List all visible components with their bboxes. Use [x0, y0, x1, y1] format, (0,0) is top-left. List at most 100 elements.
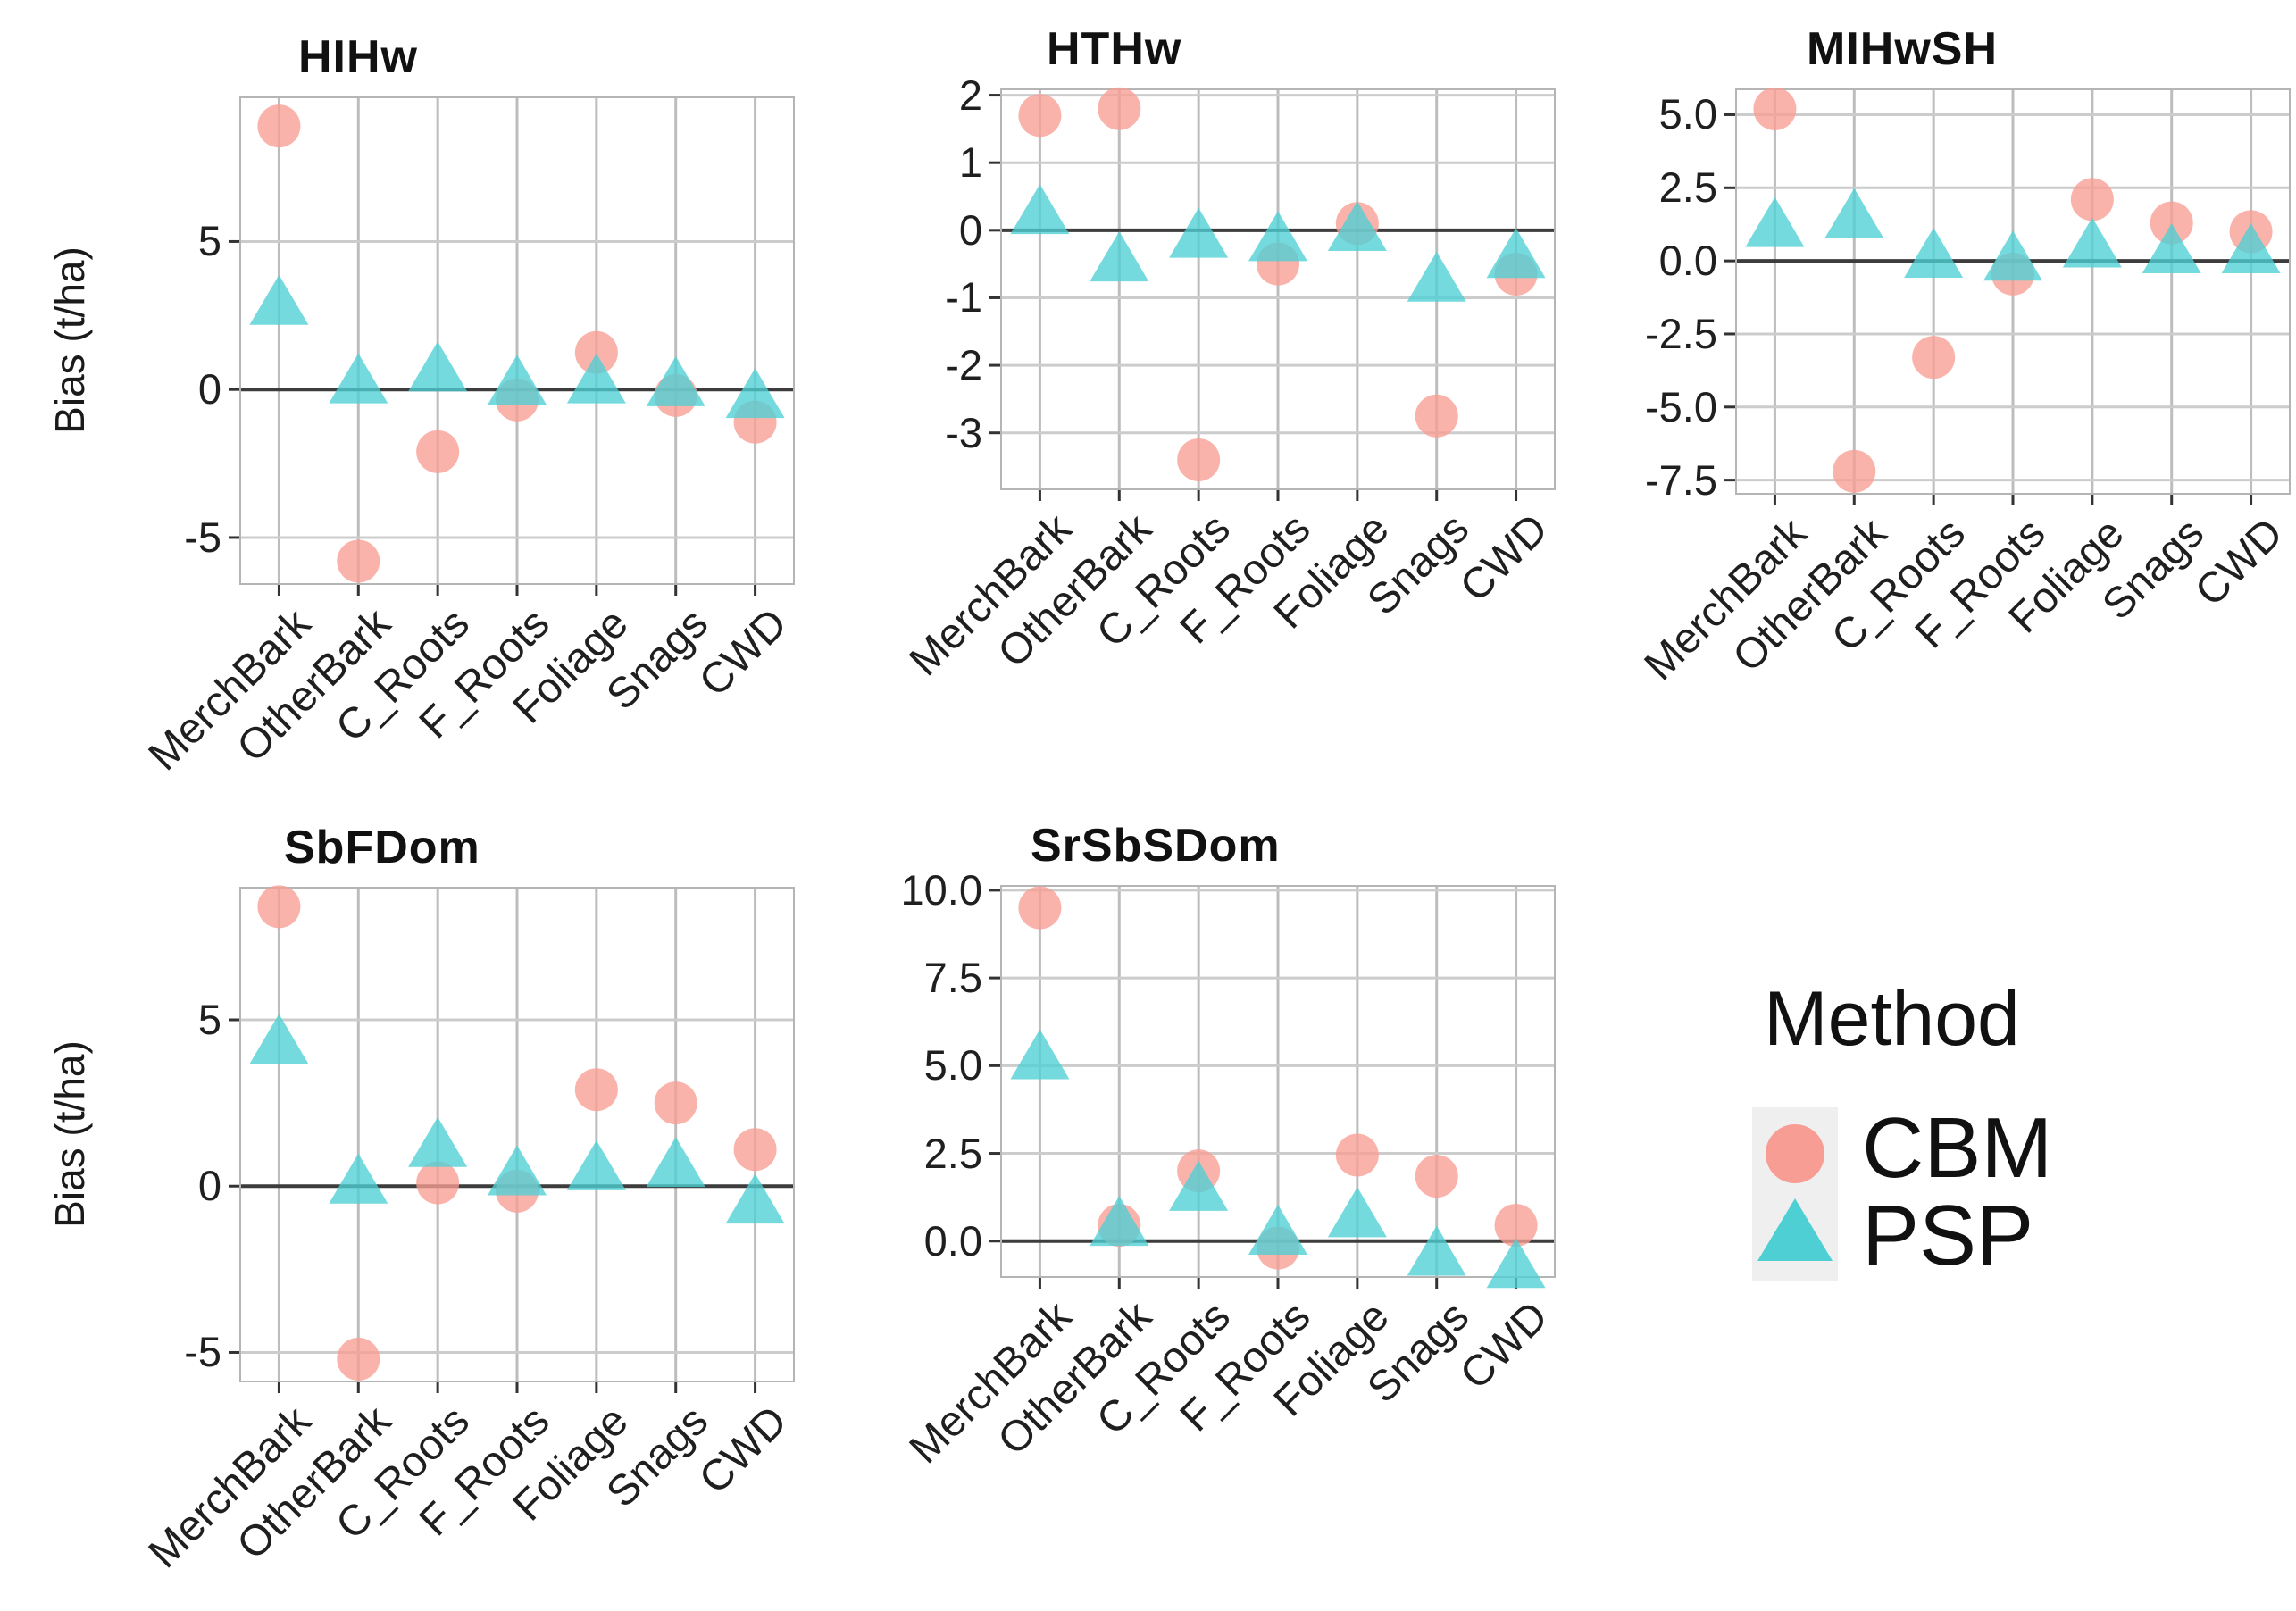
data-point-cbm [574, 330, 618, 374]
data-point-psp [249, 274, 309, 325]
panel-frame [1000, 885, 1556, 1278]
data-point-cbm [257, 104, 301, 148]
data-point-cbm [1833, 449, 1876, 493]
data-point-psp [566, 1139, 626, 1190]
x-tick-label: MerchBark [1635, 509, 1816, 690]
data-point-cbm [1257, 242, 1299, 286]
data-point-cbm [1753, 87, 1797, 130]
x-tick-label: C_Roots [327, 599, 480, 752]
data-point-cbm [1177, 438, 1221, 481]
legend-item-psp: PSP [1862, 1188, 2034, 1283]
panel-frame [239, 887, 795, 1382]
data-point-psp [1010, 1029, 1070, 1080]
data-point-psp [646, 1137, 705, 1188]
data-point-cbm [654, 1081, 697, 1125]
data-point-psp [1169, 1160, 1229, 1211]
data-point-cbm [1335, 1133, 1379, 1177]
x-tick-label: OtherBark [228, 1397, 400, 1569]
x-tick-label: CWD [1451, 505, 1557, 612]
plot-area-SbFDom [229, 885, 795, 1393]
data-point-cbm [257, 885, 301, 929]
data-point-cbm [337, 1337, 380, 1381]
data-point-psp [1010, 184, 1070, 235]
data-point-cbm [574, 1068, 618, 1112]
data-point-psp [249, 1014, 309, 1064]
data-point-cbm [1098, 87, 1141, 130]
data-point-psp [488, 1145, 547, 1196]
data-point-psp [725, 1173, 785, 1224]
panel-hthw: HTHw 2 1 0 -1 -2 -3 MerchBark OtherBark C_Roots F… [36, 14, 2260, 1597]
plot-area-MIHwSH [1724, 87, 2291, 505]
x-tick-label: F_Roots [410, 599, 559, 748]
data-point-psp [1824, 188, 1884, 238]
x-tick-label: CWD [2186, 509, 2292, 616]
y-tick-label: 2 [958, 71, 982, 119]
data-point-cbm [654, 373, 697, 417]
data-point-psp [408, 341, 468, 392]
x-tick-label: Snags [2093, 509, 2213, 630]
x-tick-label: MerchBark [139, 599, 321, 780]
data-point-cbm [2070, 178, 2114, 221]
data-point-psp [329, 1153, 388, 1204]
y-tick-label: -2 [945, 341, 982, 389]
panel-title: SrSbSDom [1031, 820, 1281, 872]
legend-key [1752, 1107, 1838, 1281]
data-point-cbm [1912, 336, 1956, 380]
x-tick-label: Snags [1358, 1292, 1478, 1413]
panel-title: HTHw [1047, 23, 1182, 75]
data-point-cbm [337, 539, 380, 583]
panel-hihw: HIHw Bias (t/ha) 5 0 -5 MerchBark OtherBark C… [36, 14, 2260, 1597]
data-point-cbm [1335, 202, 1379, 246]
x-tick-label: C_Roots [1088, 505, 1240, 657]
legend-title: Method [1764, 976, 2020, 1062]
data-point-psp [329, 353, 388, 404]
x-tick-label: Foliage [1265, 1292, 1398, 1426]
data-point-psp [1486, 228, 1546, 279]
data-point-cbm [1018, 886, 1062, 930]
data-point-psp [1248, 1204, 1307, 1255]
x-tick-label: C_Roots [1823, 509, 1975, 662]
panel-frame [1735, 88, 2291, 495]
y-tick-label: 5 [197, 995, 221, 1043]
legend-marker-cbm-circle-icon [1766, 1124, 1824, 1183]
data-point-cbm [733, 400, 777, 444]
x-tick-label: CWD [690, 1397, 797, 1504]
y-tick-label: -7.5 [1645, 455, 1717, 504]
data-point-psp [566, 353, 626, 404]
y-tick-label: 5.0 [1658, 90, 1717, 138]
plot-area-SrSbSDom [989, 885, 1556, 1289]
data-point-cbm [1018, 94, 1062, 138]
y-axis-label: Bias (t/ha) [46, 246, 93, 434]
data-point-cbm [1177, 1149, 1221, 1193]
panel-frame [239, 96, 795, 585]
y-tick-label: 5.0 [923, 1041, 982, 1089]
plot-area-HTHw [989, 87, 1556, 501]
data-point-psp [408, 1116, 468, 1167]
x-tick-label: OtherBark [989, 1292, 1161, 1465]
data-point-cbm [1494, 252, 1538, 296]
data-point-cbm [496, 1169, 539, 1213]
data-point-psp [2221, 223, 2281, 274]
panel-title: HIHw [298, 31, 418, 83]
y-tick-label: -5 [184, 1328, 221, 1376]
y-tick-label: 0 [958, 205, 982, 254]
y-tick-label: 1 [958, 138, 982, 187]
y-tick-label: 10.0 [900, 865, 982, 914]
data-point-cbm [733, 1128, 777, 1172]
data-point-cbm [1415, 394, 1458, 438]
y-tick-label: -5 [184, 513, 221, 561]
data-point-psp [1090, 231, 1149, 282]
data-point-psp [1904, 227, 1964, 278]
panel-frame [1000, 88, 1556, 490]
data-point-psp [2062, 217, 2122, 268]
data-point-psp [1248, 211, 1307, 262]
data-point-cbm [496, 378, 539, 422]
panel-title: MIHwSH [1807, 23, 1998, 75]
data-point-psp [488, 355, 547, 405]
x-tick-label: OtherBark [228, 599, 400, 772]
x-tick-label: F_Roots [1171, 1292, 1320, 1441]
legend-item-cbm: CBM [1862, 1100, 2053, 1196]
data-point-psp [1407, 251, 1466, 302]
x-tick-label: Foliage [505, 1397, 638, 1531]
data-point-psp [1983, 230, 2042, 281]
